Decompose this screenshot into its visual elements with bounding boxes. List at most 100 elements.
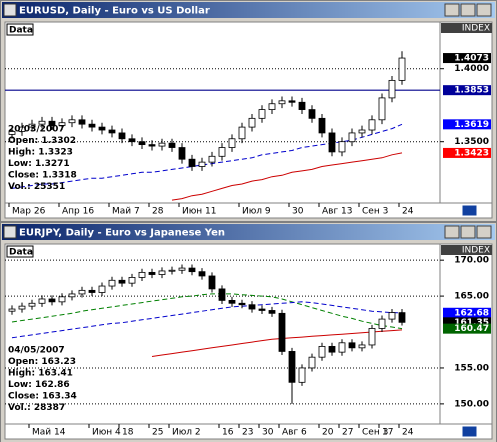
y-tick-label: 165.00 <box>454 292 489 302</box>
candle-body <box>398 312 406 323</box>
price-marker-label: 1.4073 <box>454 54 489 64</box>
panel-label-box <box>6 23 34 36</box>
candle-body <box>258 308 266 311</box>
candle-body <box>268 103 276 110</box>
candle-body <box>288 351 296 383</box>
candle-body <box>308 109 316 119</box>
x-tick-label: 24 <box>402 207 414 217</box>
window-button[interactable] <box>460 3 476 17</box>
window-title: EURJPY, Daily - Euro vs Japanese Yen <box>19 228 225 239</box>
candle-body <box>188 158 196 167</box>
candle-body <box>98 126 106 131</box>
ohlc-info: Low: 1.3271 <box>8 159 70 169</box>
candle-body <box>338 141 346 153</box>
candle-body <box>38 120 46 125</box>
x-tick-label: 20 <box>322 428 334 438</box>
candle-body <box>278 312 286 352</box>
candle-body <box>358 344 366 349</box>
candle-body <box>78 289 86 295</box>
ohlc-info: Vol.: 28387 <box>8 403 65 413</box>
price-marker <box>443 119 491 130</box>
ohlc-info: Close: 163.34 <box>8 392 77 402</box>
ohlc-info: 04/05/2007 <box>8 346 65 356</box>
moving-average <box>11 301 403 339</box>
date-axis <box>4 202 493 219</box>
date-axis <box>4 423 493 440</box>
candle-body <box>388 79 396 99</box>
candle-body <box>28 123 36 128</box>
axis-label: INDEX <box>462 246 490 256</box>
candle-body <box>138 141 146 146</box>
x-tick-label: Июл 2 <box>172 428 201 438</box>
candle-body <box>288 100 296 103</box>
candle-body <box>318 345 326 358</box>
candle-body <box>28 302 36 307</box>
x-tick-label: Июн 11 <box>182 207 217 217</box>
panel-label: Data <box>9 26 33 36</box>
y-tick-label: 155.00 <box>454 363 489 373</box>
scroll-button[interactable] <box>461 425 478 438</box>
candle-body <box>328 345 336 353</box>
axis-label: INDEX <box>462 24 490 34</box>
window-button[interactable] <box>476 3 492 17</box>
candle-body <box>138 271 146 278</box>
x-tick-label: Апр 16 <box>62 207 94 217</box>
price-marker-label: 1.3423 <box>454 148 489 158</box>
candle-body <box>208 275 216 290</box>
candle-body <box>168 142 176 148</box>
candle-body <box>178 267 186 271</box>
price-marker-label: 160.47 <box>454 324 489 334</box>
price-marker <box>443 85 491 96</box>
candle-body <box>318 117 326 134</box>
ohlc-info: Open: 163.23 <box>8 357 76 367</box>
x-tick-label: Авг 13 <box>322 207 353 217</box>
plot-area <box>4 243 441 425</box>
candle-body <box>378 97 386 121</box>
candle-body <box>48 120 56 127</box>
window-button[interactable] <box>460 225 476 239</box>
candle-body <box>198 161 206 167</box>
x-tick-label: 24 <box>402 428 414 438</box>
candle-body <box>368 119 376 131</box>
x-tick-label: 18 <box>122 428 134 438</box>
candle-body <box>88 123 96 128</box>
axis-label-box <box>441 245 492 255</box>
candle-body <box>38 298 46 304</box>
price-axis <box>439 243 493 425</box>
x-tick-label: Июл 9 <box>242 207 271 217</box>
ohlc-info: High: 163.41 <box>8 369 73 379</box>
window-icon <box>3 3 17 17</box>
candle-body <box>218 288 226 301</box>
candle-body <box>88 289 96 293</box>
candle-body <box>228 300 236 304</box>
candle-body <box>308 356 316 369</box>
candle-body <box>58 296 66 303</box>
candle-body <box>198 271 206 277</box>
moving-average <box>11 293 403 330</box>
x-tick-label: 30 <box>262 428 274 438</box>
candle-body <box>298 367 306 383</box>
moving-average <box>11 123 403 189</box>
candle-body <box>228 138 236 148</box>
window-button[interactable] <box>444 225 460 239</box>
candle-body <box>148 144 156 147</box>
candle-body <box>128 138 136 143</box>
x-tick-label: Май 7 <box>112 207 140 217</box>
x-tick-label: 16 <box>222 428 234 438</box>
price-marker-label: 162.68 <box>454 308 489 318</box>
axis-label-box <box>441 23 492 33</box>
x-tick-label: Май 14 <box>32 428 66 438</box>
scroll-button[interactable] <box>461 204 478 217</box>
candle-body <box>168 269 176 272</box>
window-button[interactable] <box>476 225 492 239</box>
candle-body <box>248 304 256 310</box>
title-bar <box>2 2 495 18</box>
x-tick-label: 28 <box>152 207 164 217</box>
candle-body <box>18 126 26 132</box>
candle-body <box>68 293 76 298</box>
candle-body <box>118 132 126 140</box>
candle-body <box>48 298 56 303</box>
window-button[interactable] <box>444 3 460 17</box>
ohlc-info: Open: 1.3302 <box>8 136 76 146</box>
